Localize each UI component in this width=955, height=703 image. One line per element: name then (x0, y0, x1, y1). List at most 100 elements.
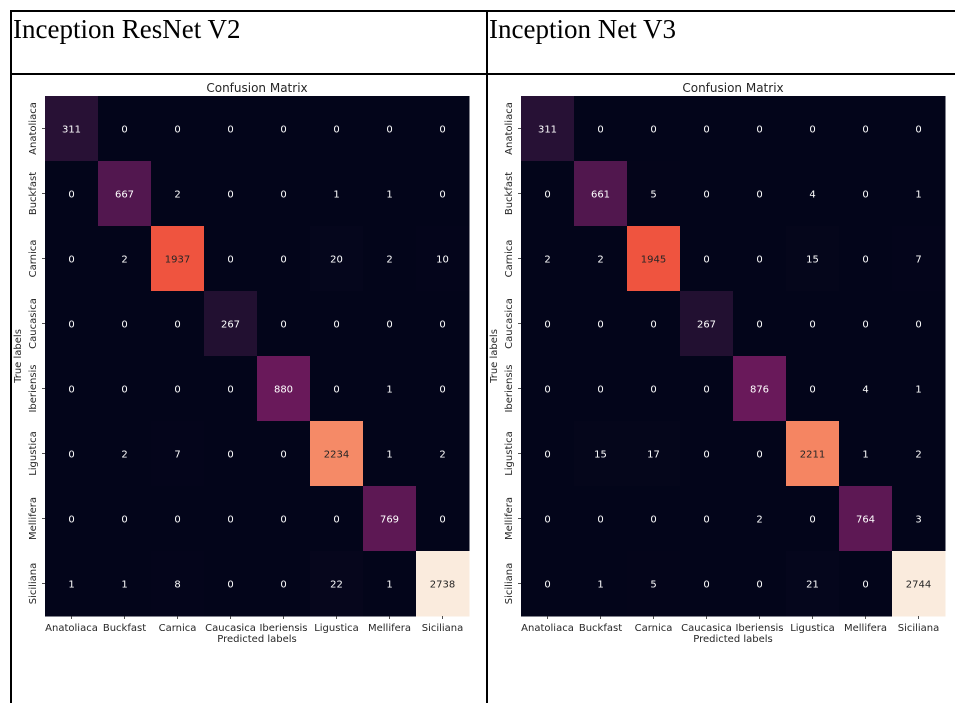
cell-value-label: 1945 (641, 255, 666, 266)
cell-value-label: 0 (227, 450, 233, 461)
cell-value-label: 1 (386, 190, 392, 201)
heatmap-cell (416, 486, 470, 552)
heatmap-cell (363, 226, 417, 292)
heatmap-cell (363, 96, 417, 162)
cell-value-label: 1 (386, 450, 392, 461)
cell-value-label: 0 (227, 515, 233, 526)
cell-value-label: 267 (221, 320, 240, 331)
heatmap-cell (521, 291, 575, 357)
cell-value-label: 2 (756, 515, 762, 526)
cell-value-label: 0 (809, 385, 815, 396)
heatmap-cell (310, 486, 364, 552)
heatmap-cell (786, 356, 840, 422)
cell-value-label: 17 (647, 450, 660, 461)
heatmap-cell (839, 551, 893, 617)
cell-value-label: 267 (697, 320, 716, 331)
heatmap-cell (680, 226, 734, 292)
heatmap-cell (98, 161, 152, 227)
cell-value-label: 0 (68, 320, 74, 331)
table-frame (10, 10, 955, 703)
heatmap-cell (627, 161, 681, 227)
cell-value-label: 0 (280, 255, 286, 266)
cell-value-label: 0 (756, 450, 762, 461)
column-divider (486, 10, 488, 703)
heatmap-cell (45, 356, 99, 422)
x-tick-label: Caucasica (205, 623, 256, 634)
heatmap-cell (257, 96, 311, 162)
cell-value-label: 0 (650, 515, 656, 526)
cell-value-label: 0 (439, 320, 445, 331)
cell-value-label: 0 (756, 190, 762, 201)
cell-value-label: 2 (915, 450, 921, 461)
cell-value-label: 0 (809, 125, 815, 136)
cell-value-label: 0 (703, 515, 709, 526)
heatmap-cell (151, 226, 205, 292)
cell-value-label: 2 (439, 450, 445, 461)
cell-value-label: 0 (439, 125, 445, 136)
heatmap-cell (151, 356, 205, 422)
cell-value-label: 0 (121, 515, 127, 526)
heatmap-cell (733, 291, 787, 357)
cell-value-label: 1 (333, 190, 339, 201)
cell-value-label: 15 (594, 450, 607, 461)
cell-value-label: 0 (703, 385, 709, 396)
cell-value-label: 0 (862, 125, 868, 136)
cell-value-label: 0 (703, 450, 709, 461)
cell-value-label: 0 (439, 515, 445, 526)
cell-value-label: 0 (439, 190, 445, 201)
cell-value-label: 2 (386, 255, 392, 266)
cell-value-label: 0 (544, 580, 550, 591)
heatmap-cell (680, 356, 734, 422)
heatmap-cell (310, 96, 364, 162)
heatmap-cell (574, 226, 628, 292)
heatmap-cell (204, 486, 258, 552)
cell-value-label: 2 (174, 190, 180, 201)
cell-value-label: 0 (280, 125, 286, 136)
chart-title: Confusion Matrix (682, 81, 783, 95)
cell-value-label: 1 (915, 190, 921, 201)
x-tick-label: Caucasica (681, 623, 732, 634)
cell-value-label: 2 (121, 255, 127, 266)
cell-value-label: 0 (809, 320, 815, 331)
heatmap-cell (733, 421, 787, 487)
cell-value-label: 8 (174, 580, 180, 591)
heatmap-cell (363, 291, 417, 357)
heatmap-cell (627, 486, 681, 552)
cell-value-label: 5 (650, 190, 656, 201)
heatmap-cell (733, 356, 787, 422)
x-tick-label: Mellifera (368, 623, 411, 634)
cell-value-label: 15 (806, 255, 819, 266)
cell-value-label: 0 (862, 580, 868, 591)
heatmap-cell (839, 486, 893, 552)
heatmap-cell (839, 226, 893, 292)
cell-value-label: 20 (330, 255, 343, 266)
heatmap-cell (733, 486, 787, 552)
heatmap-cell (257, 291, 311, 357)
heatmap-cell (363, 486, 417, 552)
heatmap-cell (839, 96, 893, 162)
heatmap-cell (574, 356, 628, 422)
cell-value-label: 0 (68, 450, 74, 461)
cell-value-label: 880 (274, 385, 293, 396)
cell-value-label: 0 (544, 190, 550, 201)
heatmap-cell (151, 421, 205, 487)
heatmap-cell (204, 161, 258, 227)
heatmap-cell (416, 421, 470, 487)
heatmap-cell (98, 421, 152, 487)
cell-value-label: 1937 (165, 255, 190, 266)
heatmap-cell (45, 421, 99, 487)
cell-value-label: 0 (386, 320, 392, 331)
heatmap-cell (839, 161, 893, 227)
heatmap-cell (627, 421, 681, 487)
heatmap-cell (574, 96, 628, 162)
heatmap-cell (257, 486, 311, 552)
cell-value-label: 2211 (800, 450, 825, 461)
cell-value-label: 0 (333, 125, 339, 136)
y-tick-label: Carnica (28, 240, 39, 278)
y-tick-label: Buckfast (504, 172, 515, 215)
y-tick-label: Siciliana (28, 563, 39, 605)
heatmap-cell (892, 161, 946, 227)
y-tick-label: Caucasica (28, 298, 39, 349)
cell-value-label: 311 (538, 125, 557, 136)
cell-value-label: 0 (650, 125, 656, 136)
